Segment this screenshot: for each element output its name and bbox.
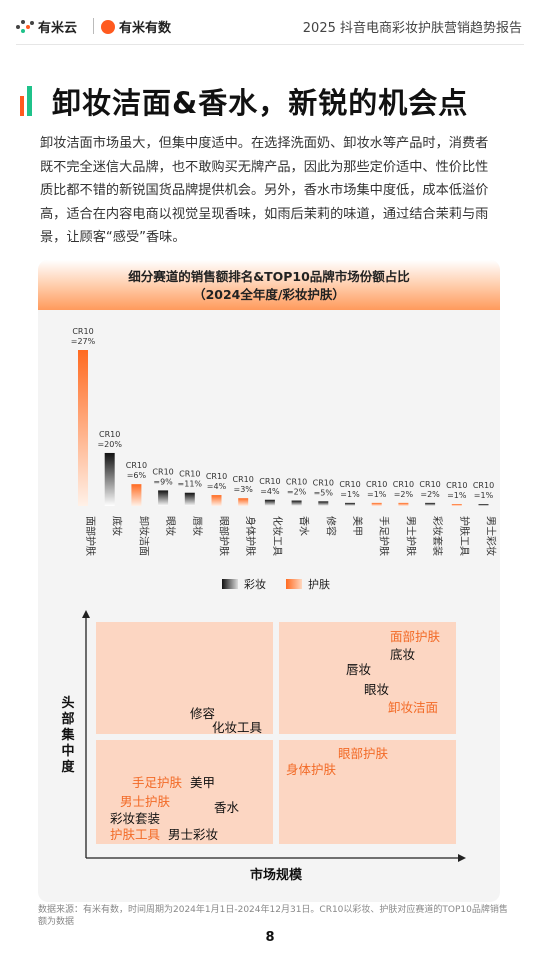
bar-男士彩妆: [478, 504, 489, 506]
category-label-香水: 香水: [298, 516, 310, 536]
category-label-美甲: 美甲: [351, 516, 364, 536]
data-label-香水: CR10 =2%: [286, 478, 307, 497]
matrix-item-美甲: 美甲: [190, 775, 216, 790]
page-title: 卸妆洁面&香水，新锐的机会点: [52, 86, 469, 120]
data-label-男士彩妆: CR10 =1%: [473, 481, 494, 500]
bar-眼妆: [158, 490, 169, 506]
bar-底妆: [104, 452, 115, 506]
bar-护肤工具: [451, 504, 462, 506]
matrix-item-卸妆洁面: 卸妆洁面: [388, 700, 439, 715]
data-label-化妆工具: CR10 =4%: [259, 477, 280, 496]
matrix-item-手足护肤: 手足护肤: [132, 775, 183, 790]
category-label-眼部护肤: 眼部护肤: [218, 516, 231, 556]
matrix-quadrant-top-right: [279, 622, 456, 734]
chart-subtitle: （2024全年度/彩妆护肤）: [193, 287, 345, 302]
bar-眼部护肤: [211, 495, 222, 506]
matrix-item-身体护肤: 身体护肤: [286, 762, 337, 777]
matrix-item-男士彩妆: 男士彩妆: [168, 827, 219, 842]
bar-手足护肤: [371, 502, 382, 506]
category-label-卸妆洁面: 卸妆洁面: [137, 516, 150, 556]
page-header: 有米云 有米有数 2025 抖音电商彩妆护肤营销趋势报告: [0, 0, 540, 50]
data-label-手足护肤: CR10 =1%: [366, 480, 387, 499]
category-label-修容: 修容: [324, 516, 337, 536]
bar-卸妆洁面: [131, 484, 142, 506]
data-label-身体护肤: CR10 =3%: [233, 475, 254, 494]
youmiyoushu-logo-text: 有米有数: [119, 21, 172, 36]
matrix-item-唇妆: 唇妆: [346, 662, 372, 677]
matrix-quadrant-bottom-left: [96, 740, 273, 844]
bar-唇妆: [184, 492, 195, 506]
data-label-护肤工具: CR10 =1%: [446, 481, 467, 500]
bar-男士护肤: [398, 502, 409, 506]
intro-paragraph: 卸妆洁面市场虽大，但集中度适中。在选择洗面奶、卸妆水等产品时，消费者既不完全迷信…: [40, 136, 489, 245]
title-accent-bars: [20, 86, 38, 116]
category-label-身体护肤: 身体护肤: [244, 516, 257, 556]
matrix-item-男士护肤: 男士护肤: [120, 794, 171, 809]
youmiyun-logo-icon: [16, 20, 34, 34]
legend-swatch-彩妆: [222, 579, 238, 589]
category-label-面部护肤: 面部护肤: [84, 516, 97, 556]
data-label-彩妆套装: CR10 =2%: [419, 480, 440, 499]
youmiyoushu-logo: 有米有数: [101, 17, 171, 36]
matrix-x-axis-label: 市场规模: [250, 868, 303, 883]
bar-身体护肤: [238, 498, 249, 506]
matrix-y-axis-label: 头部集中度: [61, 696, 75, 775]
matrix-item-面部护肤: 面部护肤: [390, 629, 441, 644]
category-label-底妆: 底妆: [111, 516, 124, 536]
matrix-item-彩妆套装: 彩妆套装: [110, 811, 161, 826]
data-source-footnote: 数据来源：有米有数，时间周期为2024年1月1日-2024年12月31日。CR1…: [38, 905, 508, 927]
data-label-底妆: CR10 =20%: [97, 430, 122, 449]
category-label-男士护肤: 男士护肤: [404, 516, 417, 556]
data-label-眼部护肤: CR10 =4%: [206, 472, 227, 491]
matrix-item-底妆: 底妆: [390, 647, 416, 662]
logo-separator: [93, 18, 94, 34]
matrix-item-眼妆: 眼妆: [364, 682, 390, 697]
bar-彩妆套装: [425, 502, 436, 506]
matrix-item-护肤工具: 护肤工具: [110, 827, 161, 842]
legend-label-护肤: 护肤: [308, 577, 330, 591]
matrix-quadrant-bottom-right: [279, 740, 456, 844]
page-number: 8: [265, 930, 275, 945]
category-label-化妆工具: 化妆工具: [271, 516, 284, 556]
category-label-男士彩妆: 男士彩妆: [485, 516, 498, 556]
category-label-手足护肤: 手足护肤: [378, 516, 391, 556]
data-label-眼妆: CR10 =9%: [152, 467, 173, 486]
bar-修容: [318, 501, 329, 506]
matrix-quadrant-top-left: [96, 622, 273, 734]
chart-title: 细分赛道的销售额排名&TOP10品牌市场份额占比: [128, 269, 410, 284]
category-label-彩妆套装: 彩妆套装: [431, 516, 444, 556]
matrix-item-眼部护肤: 眼部护肤: [338, 746, 389, 761]
youmiyun-logo-text: 有米云: [38, 21, 78, 36]
bar-化妆工具: [264, 499, 275, 506]
bar-美甲: [345, 502, 355, 506]
data-label-面部护肤: CR10 =27%: [71, 327, 96, 346]
youmiyoushu-logo-icon: [101, 20, 115, 34]
category-label-护肤工具: 护肤工具: [458, 516, 471, 556]
data-label-修容: CR10 =5%: [313, 478, 334, 497]
matrix-item-香水: 香水: [214, 800, 240, 815]
report-title: 2025 抖音电商彩妆护肤营销趋势报告: [302, 21, 522, 36]
matrix-item-修容: 修容: [190, 706, 216, 721]
header-divider: [16, 44, 524, 45]
legend-label-彩妆: 彩妆: [244, 578, 266, 591]
data-label-卸妆洁面: CR10 =6%: [126, 461, 147, 480]
matrix-item-化妆工具: 化妆工具: [212, 720, 263, 735]
bar-香水: [291, 500, 302, 506]
bar-面部护肤: [78, 350, 88, 506]
category-label-唇妆: 唇妆: [191, 516, 204, 536]
chart-header: 细分赛道的销售额排名&TOP10品牌市场份额占比 （2024全年度/彩妆护肤）: [38, 260, 500, 310]
data-label-唇妆: CR10 =11%: [178, 470, 203, 489]
youmiyun-logo: 有米云: [16, 17, 77, 36]
category-label-眼妆: 眼妆: [164, 516, 177, 536]
legend-swatch-护肤: [286, 579, 302, 589]
data-label-美甲: CR10 =1%: [339, 480, 360, 499]
data-label-男士护肤: CR10 =2%: [393, 480, 414, 499]
